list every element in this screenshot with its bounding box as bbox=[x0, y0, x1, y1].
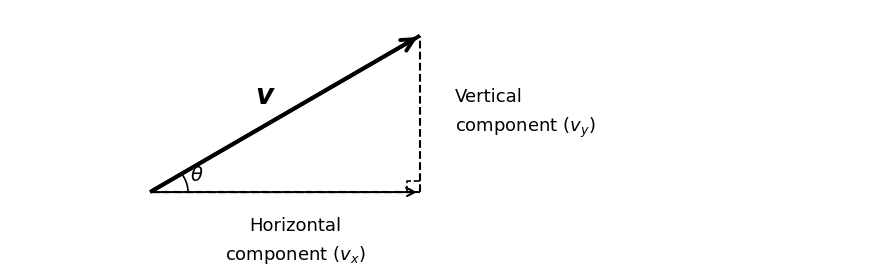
Text: $\theta$: $\theta$ bbox=[190, 166, 203, 185]
Text: Vertical
component ($v_y$): Vertical component ($v_y$) bbox=[454, 88, 595, 140]
Text: $\boldsymbol{v}$: $\boldsymbol{v}$ bbox=[255, 82, 275, 110]
Text: Horizontal
component ($v_x$): Horizontal component ($v_x$) bbox=[224, 217, 365, 266]
